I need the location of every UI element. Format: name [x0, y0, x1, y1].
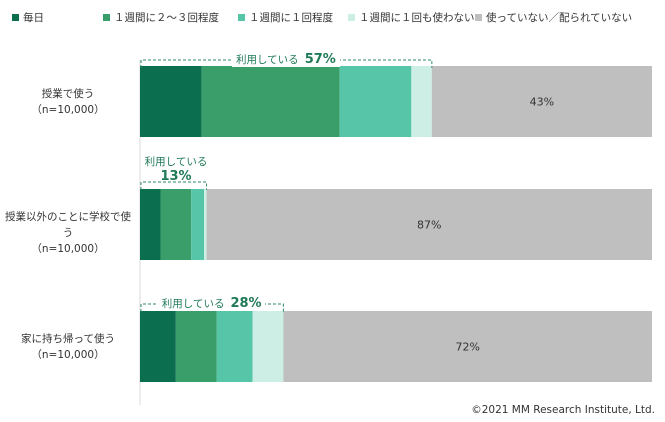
usage-percent: 28% — [230, 296, 262, 311]
category-sample-size: （n=10,000） — [31, 103, 105, 116]
category-label-0: 授業で使う （n=10,000） — [0, 86, 136, 118]
bar-segment-once_per_week-2 — [216, 311, 253, 382]
not-used-percent-label: 72% — [455, 340, 480, 353]
bar-segment-two_three_per_week-1 — [160, 189, 192, 260]
category-name: 授業で使う — [41, 87, 95, 100]
legend-label-less_than_weekly: １週間に１回も使わない — [359, 12, 475, 24]
usage-percent: 13% — [160, 169, 192, 184]
bar-segment-less_than_weekly-2 — [252, 311, 284, 382]
legend-item-less_than_weekly: １週間に１回も使わない — [348, 10, 475, 25]
not-used-percent-label: 87% — [417, 218, 442, 231]
category-sample-size: （n=10,000） — [31, 242, 105, 255]
legend-item-once_per_week: １週間に１回程度 — [238, 10, 333, 25]
category-name: 家に持ち帰って使う — [21, 332, 115, 345]
usage-total-label-2: 利用している 28% — [157, 296, 266, 311]
usage-bracket-0 — [140, 59, 433, 68]
legend-item-daily: 毎日 — [12, 10, 44, 25]
usage-total-label-0: 利用している 57% — [232, 52, 340, 67]
category-sample-size: （n=10,000） — [31, 348, 105, 361]
legend-label-two_three_per_week: １週間に２～３回程度 — [114, 12, 219, 24]
legend-swatch-daily — [12, 14, 19, 21]
bar-segment-not_used-0 — [431, 66, 652, 137]
usage-label-text: 利用している — [236, 54, 299, 66]
category-label-2: 家に持ち帰って使う （n=10,000） — [0, 331, 136, 363]
bar-segment-once_per_week-0 — [339, 66, 412, 137]
bar-segment-daily-2 — [140, 311, 176, 382]
legend-swatch-less_than_weekly — [348, 14, 355, 21]
bar-segment-once_per_week-1 — [191, 189, 204, 260]
usage-label-text: 利用している — [144, 156, 208, 168]
legend-item-not_used: 使っていない／配られていない — [475, 10, 632, 25]
bar-segment-daily-1 — [140, 189, 161, 260]
category-label-1: 授業以外のことに学校で使う （n=10,000） — [0, 209, 136, 257]
usage-bracket-1 — [140, 181, 208, 190]
usage-percent: 57% — [304, 52, 336, 67]
bar-segment-daily-0 — [140, 66, 202, 137]
copyright-notice: ©2021 MM Research Institute, Ltd. — [471, 404, 655, 416]
bar-segment-not_used-1 — [206, 189, 652, 260]
legend-label-daily: 毎日 — [23, 12, 44, 24]
legend-swatch-once_per_week — [238, 14, 245, 21]
legend-label-not_used: 使っていない／配られていない — [486, 12, 633, 24]
usage-label-text: 利用している — [161, 298, 225, 310]
legend-item-two_three_per_week: １週間に２～３回程度 — [103, 10, 219, 25]
legend-swatch-not_used — [475, 14, 482, 21]
bar-segment-two_three_per_week-0 — [201, 66, 340, 137]
bar-segment-not_used-2 — [283, 311, 652, 382]
usage-total-label-1: 利用している 13% — [145, 154, 208, 184]
not-used-percent-label: 43% — [529, 95, 555, 108]
chart-legend: 毎日 １週間に２～３回程度 １週間に１回程度 １週間に１回も使わない 使っていない／配ら… — [0, 10, 665, 26]
bar-segment-two_three_per_week-2 — [175, 311, 217, 382]
bar-segment-less_than_weekly-1 — [204, 189, 207, 260]
category-name: 授業以外のことに学校で使う — [5, 210, 131, 239]
bar-segment-less_than_weekly-0 — [411, 66, 432, 137]
legend-label-once_per_week: １週間に１回程度 — [249, 12, 333, 24]
legend-swatch-two_three_per_week — [103, 14, 110, 21]
